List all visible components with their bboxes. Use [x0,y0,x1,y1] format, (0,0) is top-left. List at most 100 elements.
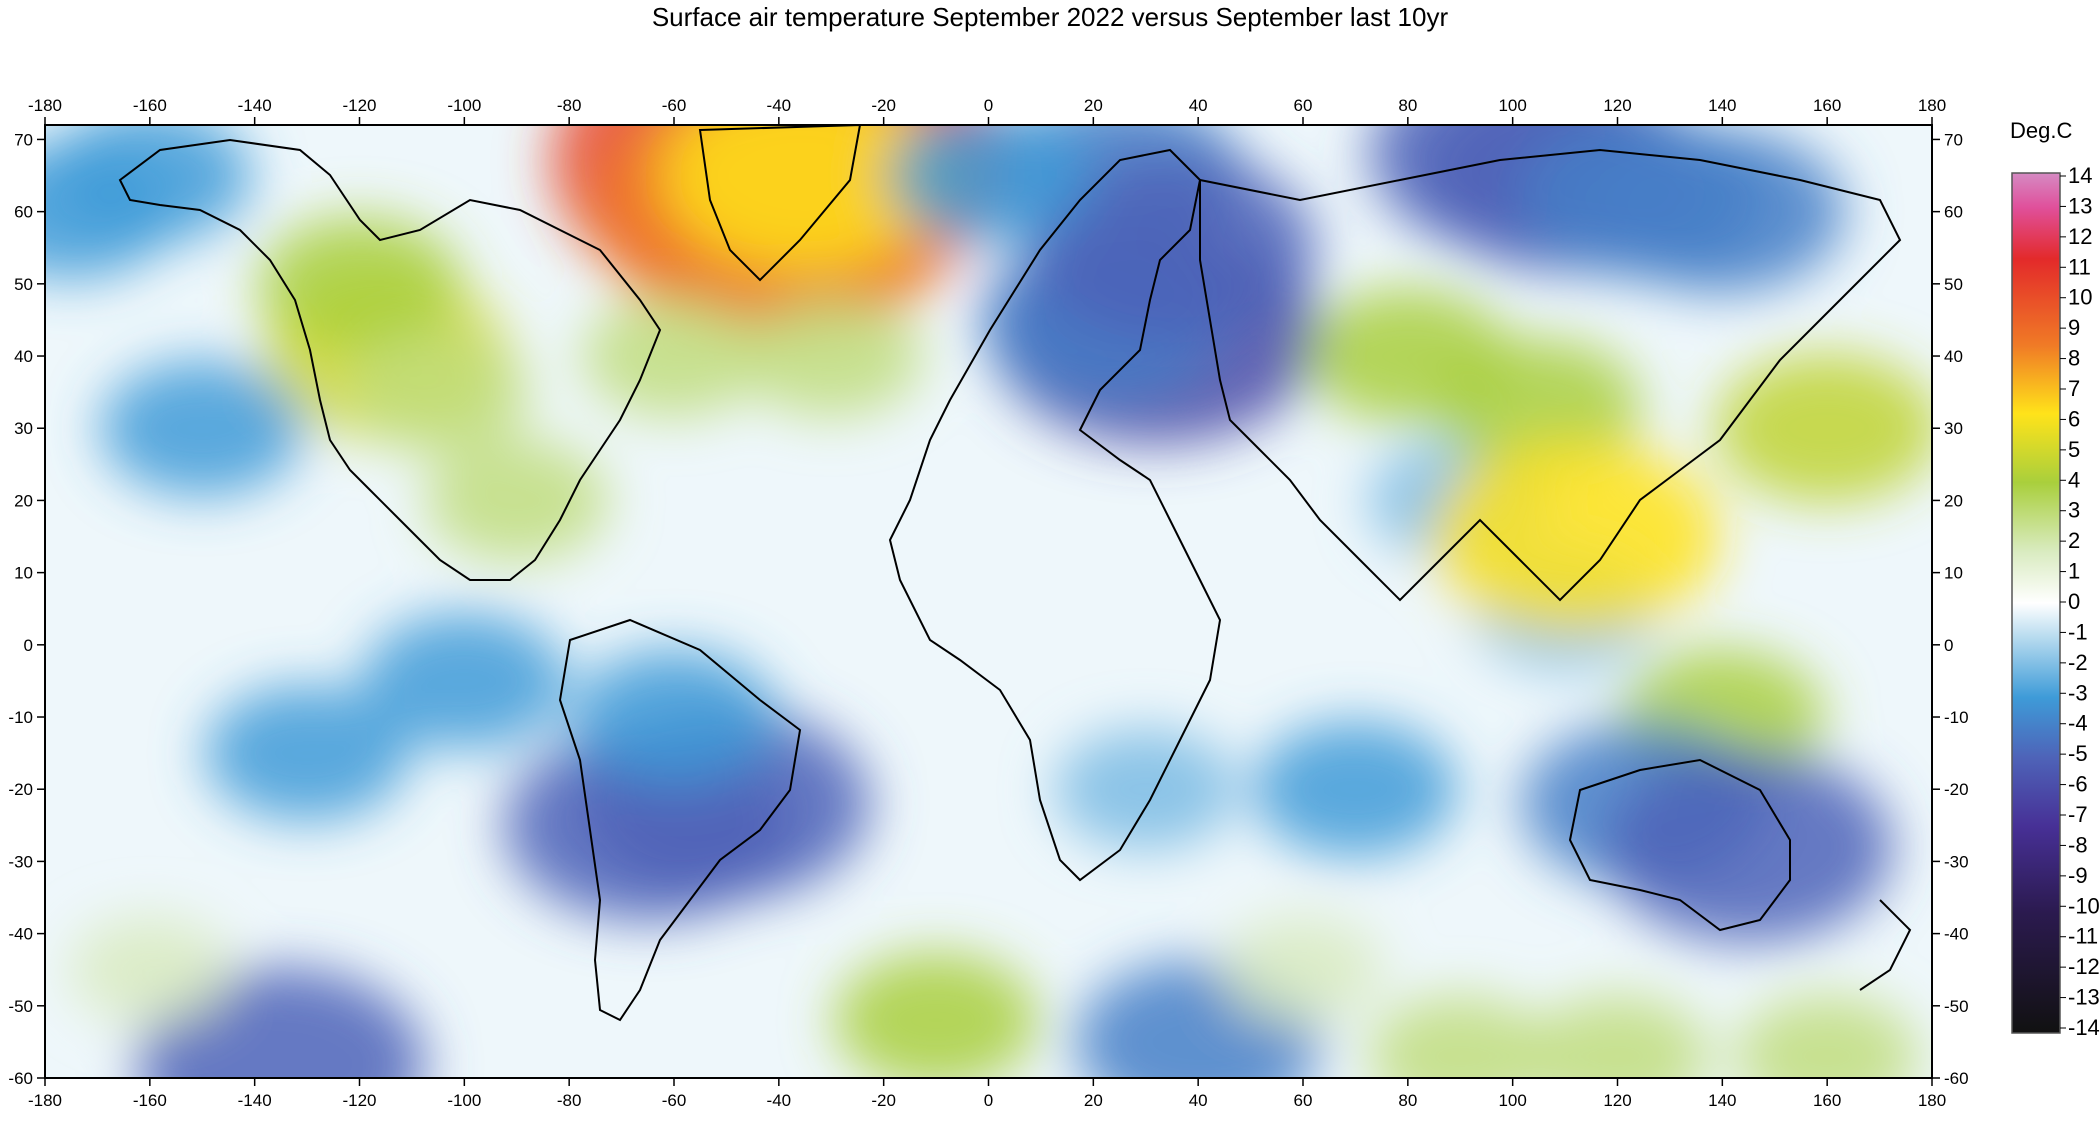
y-tick-label: -10 [8,708,33,727]
x-tick-label: 40 [1189,96,1208,115]
greenland-coastline [698,125,862,282]
y-tick-label: -10 [1944,708,1969,727]
coastlines [118,125,1912,1022]
colorbar-label: 2 [2068,528,2080,553]
y-tick-label: -20 [8,780,33,799]
anomaly-blob [1604,750,1893,943]
colorbar-label: 10 [2068,285,2092,310]
y-tick-label: 50 [1944,275,1963,294]
x-tick-label: 160 [1813,1091,1841,1110]
colorbar-label: 13 [2068,193,2092,218]
x-tick-label: -20 [871,96,896,115]
y-tick-label: 30 [14,419,33,438]
anomaly-blob [572,649,776,786]
x-tick-label: -20 [871,1091,896,1110]
anomaly-blob [68,915,231,1024]
colorbar-label: 6 [2068,406,2080,431]
anomaly-blob [257,215,462,352]
anomaly-blob [45,143,174,280]
y-tick-label: 40 [1944,347,1963,366]
colorbar-label: -11 [2068,924,2098,949]
y-tick-label: 10 [14,564,33,583]
anomaly-blob [362,612,567,749]
y-tick-label: 60 [14,203,33,222]
y-tick-label: -30 [8,852,33,871]
y-tick-label: 70 [1944,130,1963,149]
x-tick-label: -100 [447,1091,481,1110]
x-tick-label: 20 [1084,1091,1103,1110]
x-tick-label: -120 [342,1091,376,1110]
y-tick-label: -50 [8,997,33,1016]
x-tick-label: 60 [1294,96,1313,115]
new-zealand-coastline [1859,899,1912,991]
colorbar-label: 3 [2068,498,2080,523]
anomaly-blob [425,439,609,562]
x-tick-label: -180 [28,1091,62,1110]
colorbar-label: -5 [2068,741,2088,766]
y-tick-label: 50 [14,275,33,294]
anomaly-blob [1599,129,1846,294]
x-tick-label: 120 [1603,1091,1631,1110]
x-axis-bottom: -180 -160 -140 -120 -100 -80 -60 -40 -20 0 20 40 60 8… [28,1078,1946,1110]
anomaly-field [45,125,1932,1078]
y-tick-label: -20 [1944,780,1969,799]
anomaly-blob [582,295,766,418]
y-tick-label: -60 [1944,1069,1969,1088]
y-tick-label: -50 [1944,997,1969,1016]
anomaly-blob [205,685,410,822]
colorbar-label: -12 [2068,954,2100,979]
x-tick-label: 180 [1918,1091,1946,1110]
colorbar-labels: 14131211109876543210-1-2-3-4-5-6-7-8-9-1… [2060,163,2100,1040]
colorbar-label: -9 [2068,863,2088,888]
x-tick-label: -140 [238,1091,272,1110]
asia-coastline [1199,148,1902,602]
y-tick-label: 30 [1944,419,1963,438]
colorbar [2011,172,2061,1034]
colorbar-label: -6 [2068,772,2088,797]
x-tick-label: -140 [238,96,272,115]
colorbar-label: -1 [2068,619,2088,644]
x-tick-label: 0 [984,1091,993,1110]
x-tick-label: 180 [1918,96,1946,115]
anomaly-blob [739,295,923,418]
colorbar-label: 12 [2068,224,2092,249]
x-tick-label: 0 [984,96,993,115]
x-tick-label: -160 [133,96,167,115]
colorbar-label: -13 [2068,985,2100,1010]
colorbar-label: 9 [2068,315,2080,340]
anomaly-blob [1054,728,1238,851]
y-tick-label: 70 [14,130,33,149]
anomaly-blob [346,331,530,454]
colorbar-label: 4 [2068,467,2080,492]
north-america-coastline [118,138,662,581]
anomaly-blob [1431,440,1720,633]
y-tick-label: -40 [8,925,33,944]
anomaly-blob [1368,995,1552,1078]
australia-coastline [1568,758,1791,932]
colorbar-label: -10 [2068,893,2100,918]
x-tick-label: -80 [557,1091,582,1110]
colorbar-label: -8 [2068,832,2088,857]
y-tick-label: -30 [1944,852,1969,871]
x-tick-label: -60 [662,1091,687,1110]
colorbar-label: 8 [2068,346,2080,371]
x-tick-label: -60 [662,96,687,115]
anomaly-blob [834,952,1039,1078]
anomaly-blob [1526,995,1709,1078]
x-tick-label: 140 [1708,96,1736,115]
y-tick-label: 60 [1944,203,1963,222]
colorbar-label: 7 [2068,376,2080,401]
x-tick-label: -180 [28,96,62,115]
x-tick-label: 160 [1813,96,1841,115]
anomaly-blob [1735,995,1919,1078]
anomaly-blob [1436,338,1641,475]
y-tick-label: 0 [1944,636,1953,655]
colorbar-label: -3 [2068,680,2088,705]
south-america-coastline [558,618,802,1022]
x-tick-label: -160 [133,1091,167,1110]
colorbar-label: 11 [2068,254,2091,279]
x-tick-label: 100 [1498,96,1526,115]
x-tick-label: -40 [767,96,792,115]
europe-africa-coastline [888,148,1222,882]
